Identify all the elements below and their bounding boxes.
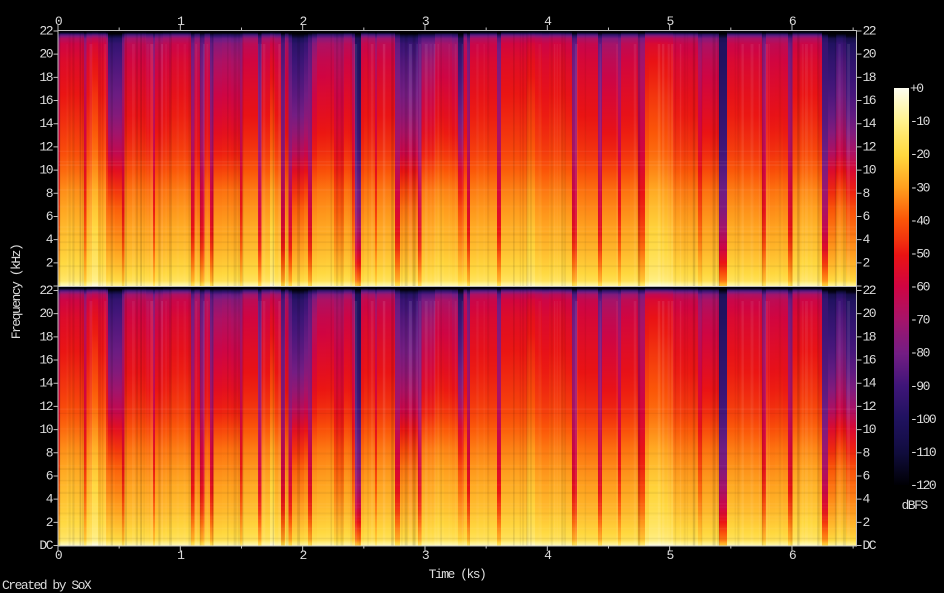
svg-text:8: 8 (46, 186, 53, 201)
svg-text:-30: -30 (910, 180, 930, 195)
svg-text:4: 4 (46, 492, 54, 507)
svg-text:16: 16 (863, 353, 876, 368)
svg-text:DC: DC (39, 538, 53, 553)
svg-text:6: 6 (863, 209, 870, 224)
svg-text:+0: +0 (910, 81, 923, 96)
svg-text:2: 2 (863, 515, 870, 530)
svg-text:16: 16 (863, 93, 876, 108)
svg-text:20: 20 (863, 306, 876, 321)
svg-text:-40: -40 (910, 213, 930, 228)
svg-text:Created by SoX: Created by SoX (2, 578, 92, 593)
svg-text:-90: -90 (910, 379, 930, 394)
svg-text:-20: -20 (910, 147, 930, 162)
svg-text:10: 10 (39, 422, 52, 437)
svg-text:22: 22 (863, 283, 876, 298)
svg-text:1: 1 (177, 548, 185, 563)
svg-text:20: 20 (39, 47, 52, 62)
svg-text:22: 22 (39, 283, 52, 298)
svg-text:4: 4 (544, 548, 552, 563)
svg-text:2: 2 (300, 548, 307, 563)
svg-text:6: 6 (46, 468, 53, 483)
svg-text:-100: -100 (910, 412, 936, 427)
svg-text:8: 8 (46, 445, 53, 460)
svg-text:4: 4 (863, 232, 871, 247)
svg-text:18: 18 (39, 70, 52, 85)
svg-text:18: 18 (39, 329, 52, 344)
svg-text:18: 18 (863, 70, 876, 85)
svg-text:-80: -80 (910, 346, 930, 361)
svg-text:2: 2 (300, 14, 307, 29)
svg-text:12: 12 (39, 139, 52, 154)
svg-text:3: 3 (422, 548, 429, 563)
svg-text:12: 12 (863, 399, 876, 414)
svg-text:0: 0 (55, 548, 62, 563)
svg-text:1: 1 (177, 14, 185, 29)
svg-text:-10: -10 (910, 114, 930, 129)
svg-text:6: 6 (46, 209, 53, 224)
svg-text:4: 4 (46, 232, 54, 247)
svg-text:16: 16 (39, 93, 52, 108)
svg-text:8: 8 (863, 445, 870, 460)
svg-text:20: 20 (863, 47, 876, 62)
svg-text:6: 6 (863, 468, 870, 483)
svg-text:2: 2 (46, 515, 53, 530)
svg-text:-120: -120 (910, 478, 936, 493)
svg-text:20: 20 (39, 306, 52, 321)
svg-text:5: 5 (666, 548, 673, 563)
svg-text:Time (ks): Time (ks) (429, 567, 486, 582)
svg-text:22: 22 (39, 24, 52, 39)
svg-text:14: 14 (863, 376, 877, 391)
svg-text:2: 2 (863, 255, 870, 270)
svg-text:14: 14 (39, 376, 53, 391)
svg-text:8: 8 (863, 186, 870, 201)
svg-text:6: 6 (789, 14, 796, 29)
svg-text:3: 3 (422, 14, 429, 29)
svg-text:14: 14 (863, 116, 877, 131)
svg-text:-110: -110 (910, 445, 936, 460)
svg-text:10: 10 (39, 163, 52, 178)
svg-text:4: 4 (863, 492, 871, 507)
svg-text:22: 22 (863, 24, 876, 39)
svg-text:dBFS: dBFS (902, 498, 929, 513)
svg-text:-50: -50 (910, 246, 930, 261)
svg-text:DC: DC (863, 538, 877, 553)
svg-text:0: 0 (55, 14, 62, 29)
svg-text:14: 14 (39, 116, 53, 131)
svg-text:4: 4 (544, 14, 552, 29)
svg-text:10: 10 (863, 163, 876, 178)
svg-text:18: 18 (863, 329, 876, 344)
svg-text:12: 12 (39, 399, 52, 414)
svg-text:-60: -60 (910, 280, 930, 295)
svg-text:10: 10 (863, 422, 876, 437)
svg-text:5: 5 (666, 14, 673, 29)
svg-text:Frequency (kHz): Frequency (kHz) (9, 245, 24, 340)
svg-text:12: 12 (863, 139, 876, 154)
svg-text:2: 2 (46, 255, 53, 270)
svg-text:16: 16 (39, 353, 52, 368)
svg-text:-70: -70 (910, 313, 930, 328)
svg-text:6: 6 (789, 548, 796, 563)
